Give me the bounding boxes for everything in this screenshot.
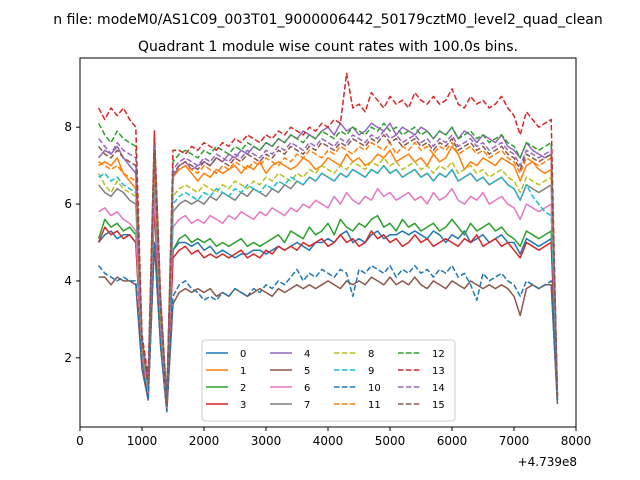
legend-label-4: 4 — [304, 349, 310, 360]
legend-box — [201, 339, 456, 422]
legend-label-1: 1 — [240, 366, 246, 377]
x-tick-label: 5000 — [375, 434, 406, 448]
series-line-14 — [98, 130, 559, 401]
x-offset-label: +4.739e8 — [518, 455, 577, 469]
axes: 0 1000 2000 3000 4000 5000 6000 7000 8000 2 4 6 8 — [64, 120, 591, 448]
legend-label-12: 12 — [432, 349, 445, 360]
series-line-15 — [98, 134, 559, 405]
legend-label-9: 9 — [368, 366, 374, 377]
suptitle: n file: modeM0/AS1C09_003T01_9000006442_… — [53, 12, 602, 28]
series-line-13 — [97, 72, 559, 401]
series-line-11 — [98, 141, 559, 405]
series-line-8 — [97, 157, 559, 405]
legend-label-6: 6 — [304, 383, 310, 394]
legend-label-3: 3 — [240, 400, 246, 411]
x-tick-label: 2000 — [189, 434, 220, 448]
legend-label-14: 14 — [432, 383, 445, 394]
y-tick-label: 8 — [64, 120, 72, 134]
legend-label-5: 5 — [304, 366, 310, 377]
chart-title: Quadrant 1 module wise count rates with … — [138, 39, 518, 55]
series-line-3 — [97, 203, 559, 409]
series-lines — [97, 72, 559, 413]
y-tick-label: 2 — [64, 351, 72, 365]
x-tick-label: 8000 — [561, 434, 592, 448]
series-line-9 — [98, 164, 559, 405]
legend-label-15: 15 — [432, 400, 445, 411]
x-tick-label: 4000 — [313, 434, 344, 448]
plot-frame — [79, 57, 577, 428]
series-line-6 — [98, 187, 559, 409]
legend-label-11: 11 — [368, 400, 381, 411]
x-tick-label: 7000 — [499, 434, 530, 448]
x-tick-label: 0 — [76, 434, 84, 448]
legend-label-8: 8 — [368, 349, 374, 360]
legend-label-0: 0 — [240, 349, 246, 360]
legend-label-10: 10 — [368, 383, 381, 394]
x-tick-label: 6000 — [437, 434, 468, 448]
y-tick-label: 6 — [64, 197, 72, 211]
series-line-2 — [97, 195, 559, 409]
x-tick-label: 1000 — [127, 434, 158, 448]
legend-label-7: 7 — [304, 400, 310, 411]
x-tick-label: 3000 — [251, 434, 282, 448]
legend-label-2: 2 — [240, 383, 246, 394]
series-line-10 — [98, 241, 559, 413]
series-line-5 — [98, 241, 559, 413]
legend-label-13: 13 — [432, 366, 445, 377]
y-tick-label: 4 — [64, 274, 72, 288]
